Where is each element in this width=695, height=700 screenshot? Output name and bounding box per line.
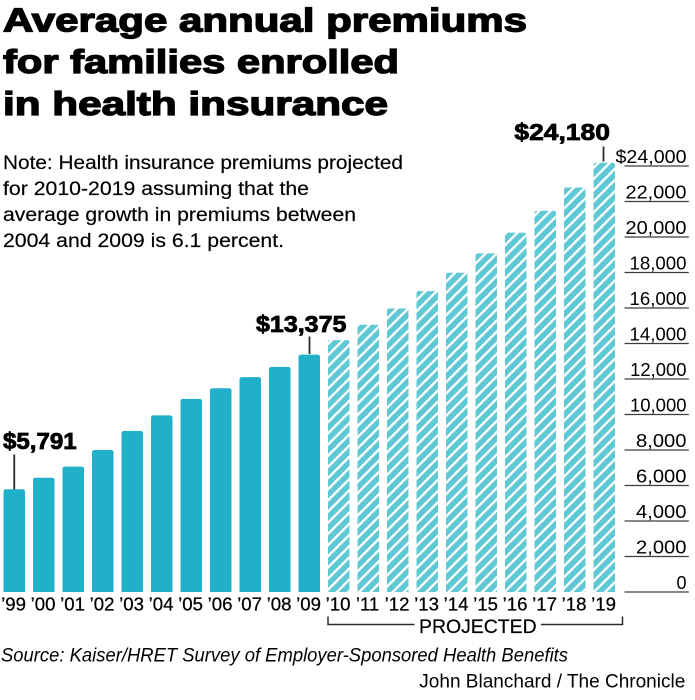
svg-text:’07: ’07 [237, 594, 262, 615]
svg-text:’00: ’00 [31, 594, 56, 615]
svg-text:PROJECTED: PROJECTED [419, 616, 537, 638]
svg-text:$5,791: $5,791 [3, 428, 77, 454]
svg-text:’06: ’06 [208, 594, 233, 615]
svg-text:’18: ’18 [562, 594, 587, 615]
svg-text:22,000: 22,000 [626, 182, 687, 202]
svg-text:Average annual premiums: Average annual premiums [3, 2, 527, 39]
svg-text:’03: ’03 [119, 594, 144, 615]
svg-text:6,000: 6,000 [636, 466, 687, 486]
svg-text:8,000: 8,000 [636, 431, 687, 451]
svg-text:for families enrolled: for families enrolled [3, 43, 399, 80]
svg-text:’04: ’04 [149, 594, 174, 615]
svg-text:’15: ’15 [473, 594, 498, 615]
svg-text:’02: ’02 [90, 594, 115, 615]
svg-text:’14: ’14 [444, 594, 469, 615]
svg-text:’10: ’10 [326, 594, 351, 615]
svg-text:14,000: 14,000 [630, 324, 687, 344]
svg-text:’08: ’08 [267, 594, 292, 615]
svg-text:Source: Kaiser/HRET Survey of: Source: Kaiser/HRET Survey of Employer-S… [1, 646, 568, 667]
svg-text:’13: ’13 [414, 594, 439, 615]
svg-text:10,000: 10,000 [630, 395, 687, 415]
svg-text:’99: ’99 [1, 594, 26, 615]
svg-text:4,000: 4,000 [636, 502, 687, 522]
svg-text:’05: ’05 [178, 594, 203, 615]
svg-text:Note: Health insurance premium: Note: Health insurance premiums projecte… [3, 153, 403, 174]
svg-text:$24,180: $24,180 [514, 119, 610, 145]
svg-text:18,000: 18,000 [630, 253, 687, 273]
svg-text:’01: ’01 [60, 594, 85, 615]
svg-text:’19: ’19 [591, 594, 616, 615]
svg-text:0: 0 [676, 573, 686, 593]
svg-text:’16: ’16 [503, 594, 528, 615]
svg-text:$13,375: $13,375 [256, 311, 347, 337]
svg-text:’11: ’11 [356, 594, 379, 615]
svg-text:12,000: 12,000 [630, 360, 686, 380]
svg-text:’09: ’09 [296, 594, 321, 615]
svg-text:$24,000: $24,000 [616, 147, 687, 167]
svg-text:20,000: 20,000 [626, 218, 687, 238]
svg-text:average growth in premiums bet: average growth in premiums between [3, 205, 356, 226]
svg-text:2004 and 2009 is 6.1 percent.: 2004 and 2009 is 6.1 percent. [3, 231, 284, 252]
svg-text:’12: ’12 [385, 594, 410, 615]
svg-text:in health insurance: in health insurance [3, 85, 388, 122]
svg-text:’17: ’17 [532, 594, 557, 615]
svg-text:2,000: 2,000 [636, 537, 687, 557]
svg-text:John Blanchard / The Chronicle: John Blanchard / The Chronicle [419, 671, 685, 693]
svg-text:for 2010-2019 assuming that th: for 2010-2019 assuming that the [3, 179, 309, 200]
svg-text:16,000: 16,000 [630, 289, 687, 309]
